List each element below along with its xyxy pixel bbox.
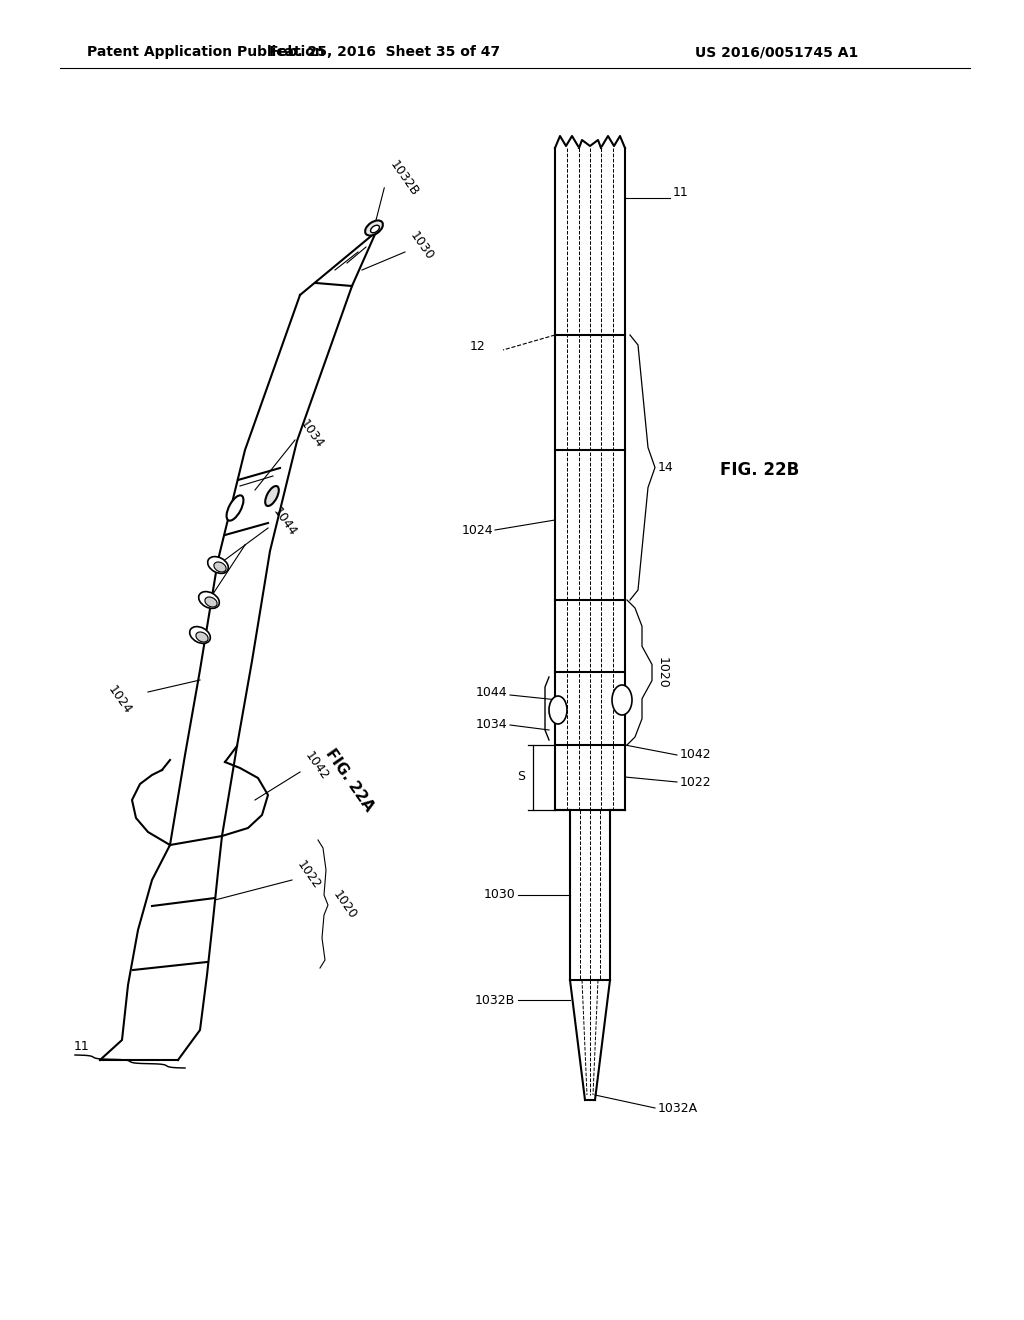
Text: 1030: 1030 bbox=[407, 230, 436, 263]
Text: 12: 12 bbox=[469, 341, 485, 354]
Text: 1032B: 1032B bbox=[387, 158, 421, 198]
Text: 1042: 1042 bbox=[680, 748, 712, 762]
Text: 1044: 1044 bbox=[270, 506, 299, 539]
Text: 1024: 1024 bbox=[462, 524, 493, 536]
Text: FIG. 22A: FIG. 22A bbox=[323, 746, 377, 814]
Ellipse shape bbox=[549, 696, 567, 723]
Text: 1030: 1030 bbox=[483, 888, 515, 902]
Text: Feb. 25, 2016  Sheet 35 of 47: Feb. 25, 2016 Sheet 35 of 47 bbox=[269, 45, 501, 59]
Ellipse shape bbox=[196, 632, 208, 642]
Text: 1022: 1022 bbox=[294, 858, 323, 892]
Text: 1024: 1024 bbox=[105, 684, 134, 717]
Text: 1044: 1044 bbox=[475, 686, 507, 700]
Text: 11: 11 bbox=[74, 1040, 90, 1052]
Ellipse shape bbox=[612, 685, 632, 715]
Ellipse shape bbox=[366, 220, 383, 235]
Text: 1032A: 1032A bbox=[658, 1101, 698, 1114]
Ellipse shape bbox=[199, 591, 219, 609]
Ellipse shape bbox=[214, 562, 226, 572]
Ellipse shape bbox=[226, 495, 244, 520]
Ellipse shape bbox=[208, 557, 228, 573]
Text: 1022: 1022 bbox=[680, 776, 712, 788]
Text: S: S bbox=[517, 771, 525, 784]
Ellipse shape bbox=[189, 627, 210, 643]
Text: 1034: 1034 bbox=[297, 417, 326, 450]
Ellipse shape bbox=[205, 597, 217, 607]
Text: 1042: 1042 bbox=[302, 750, 331, 783]
Text: US 2016/0051745 A1: US 2016/0051745 A1 bbox=[695, 45, 858, 59]
Text: 14: 14 bbox=[658, 461, 674, 474]
Ellipse shape bbox=[265, 486, 279, 506]
Text: 1020: 1020 bbox=[330, 888, 358, 921]
Text: 1032B: 1032B bbox=[475, 994, 515, 1006]
Text: 11: 11 bbox=[673, 186, 689, 199]
Text: 1020: 1020 bbox=[656, 656, 669, 688]
Text: FIG. 22B: FIG. 22B bbox=[720, 461, 800, 479]
Ellipse shape bbox=[371, 226, 380, 232]
Text: 1034: 1034 bbox=[475, 718, 507, 731]
Text: Patent Application Publication: Patent Application Publication bbox=[87, 45, 325, 59]
